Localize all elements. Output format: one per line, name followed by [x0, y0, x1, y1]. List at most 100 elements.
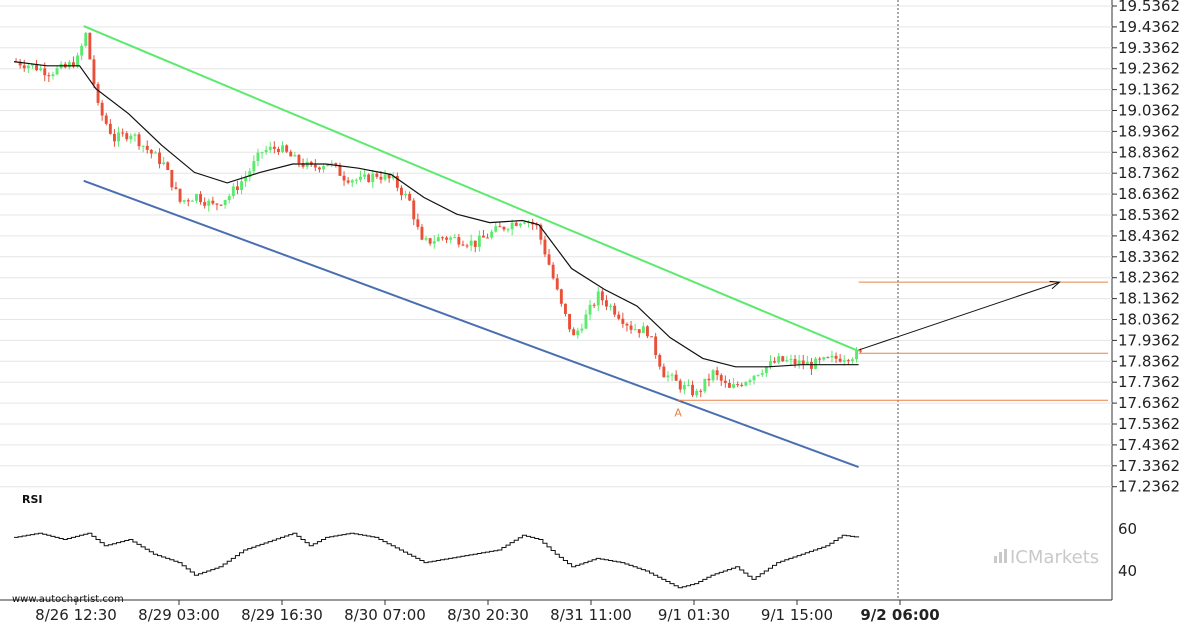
candle-body — [691, 384, 694, 396]
y-tick-label: 18.0362 — [1118, 311, 1180, 329]
candle-body — [256, 152, 260, 162]
channel-lower-line — [83, 179, 859, 469]
watermark: www.autochartist.com — [12, 594, 124, 605]
candle-body — [822, 357, 826, 360]
candle-body — [359, 176, 362, 180]
candle-body — [47, 75, 51, 77]
rsi-panel: RSI 60 40 — [14, 493, 1137, 589]
candle-body — [31, 64, 34, 66]
candle-body — [490, 231, 494, 238]
candle-body — [744, 382, 748, 386]
y-tick-label: 18.6362 — [1118, 185, 1180, 203]
candle-body — [469, 240, 473, 246]
candle-body — [498, 226, 502, 228]
y-tick-label: 17.2362 — [1118, 478, 1180, 496]
y-tick-label: 17.5362 — [1118, 415, 1180, 433]
candle-body — [674, 374, 678, 381]
x-tick-label: 9/1 15:00 — [761, 606, 833, 624]
candle-body — [473, 240, 477, 247]
candle-body — [170, 169, 174, 188]
candle-body — [707, 378, 711, 381]
candle-body — [769, 361, 772, 367]
x-tick-label: 8/30 20:30 — [447, 606, 529, 624]
candle-body — [752, 375, 756, 381]
candle-body — [859, 350, 863, 352]
candle-body — [39, 68, 43, 71]
candle-body — [600, 291, 604, 301]
candle-body — [535, 224, 539, 226]
candle-body — [641, 326, 645, 333]
candle-body — [195, 194, 198, 201]
candle-body — [158, 152, 161, 164]
candle-body — [760, 373, 764, 375]
candle-body — [379, 176, 383, 180]
candle-body — [371, 173, 375, 182]
y-tick-label: 18.4362 — [1118, 227, 1180, 245]
candle-body — [572, 329, 576, 336]
candle-body — [309, 161, 313, 165]
candle-body — [354, 179, 358, 181]
candle-body — [695, 390, 699, 396]
candle-body — [559, 289, 563, 304]
candle-body — [244, 177, 248, 182]
candle-body — [838, 358, 842, 362]
candle-body — [141, 145, 145, 147]
candle-body — [412, 200, 416, 220]
y-tick-label: 17.9362 — [1118, 331, 1180, 349]
candle-body — [186, 200, 190, 202]
candle-body — [687, 384, 690, 386]
y-tick-label: 17.4362 — [1118, 436, 1180, 454]
candle-body — [654, 336, 658, 356]
candle-body — [818, 358, 822, 360]
candle-body — [851, 359, 854, 361]
candle-body — [539, 224, 543, 240]
candle-body — [166, 162, 170, 170]
candle-body — [125, 133, 129, 140]
candle-body — [670, 374, 674, 376]
candle-body — [67, 62, 71, 68]
y-tick-label: 18.9362 — [1118, 122, 1180, 140]
candle-body — [55, 68, 59, 75]
candle-body — [113, 133, 116, 142]
candle-body — [502, 226, 506, 230]
candle-body — [391, 175, 395, 179]
candle-body — [810, 362, 813, 369]
candle-body — [219, 204, 223, 206]
candle-body — [576, 330, 580, 336]
x-tick-label: 8/29 03:00 — [138, 606, 220, 624]
candle-body — [207, 200, 211, 206]
candle-body — [719, 375, 723, 381]
candle-body — [662, 366, 666, 378]
candle-body — [264, 149, 268, 153]
candle-body — [272, 146, 276, 149]
candle-body — [613, 305, 617, 315]
y-tick-label: 19.5362 — [1118, 0, 1180, 15]
candle-body — [510, 222, 514, 230]
candle-body — [699, 390, 703, 392]
candle-body — [646, 326, 649, 337]
candle-body — [584, 314, 588, 329]
candle-body — [104, 115, 108, 124]
candle-body — [596, 291, 600, 306]
y-tick-label: 18.5362 — [1118, 206, 1180, 224]
candle-body — [117, 132, 120, 142]
candle-body — [387, 174, 391, 179]
y-tick-label: 17.8362 — [1118, 352, 1180, 370]
candle-body — [313, 164, 317, 168]
candle-body — [736, 384, 740, 386]
candle-body — [149, 149, 153, 154]
candle-body — [231, 186, 235, 197]
candle-body — [162, 162, 166, 164]
y-tick-label: 18.8362 — [1118, 143, 1180, 161]
forecast-arrow-head — [1049, 280, 1061, 290]
candle-body — [145, 145, 149, 150]
candle-body — [801, 360, 805, 365]
candle-body — [518, 223, 522, 226]
candle-body — [580, 328, 584, 331]
candle-body — [404, 193, 407, 196]
y-tick-label: 17.7362 — [1118, 373, 1180, 391]
candle-body — [482, 235, 485, 238]
candle-body — [240, 181, 243, 190]
